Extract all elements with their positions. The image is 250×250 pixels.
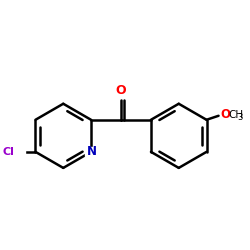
Text: Cl: Cl [3, 147, 15, 157]
Text: 3: 3 [238, 113, 243, 122]
Polygon shape [84, 147, 98, 156]
Text: O: O [116, 84, 126, 97]
Text: CH: CH [228, 110, 243, 120]
Polygon shape [9, 146, 25, 158]
Text: O: O [220, 108, 230, 122]
Text: N: N [87, 145, 97, 158]
